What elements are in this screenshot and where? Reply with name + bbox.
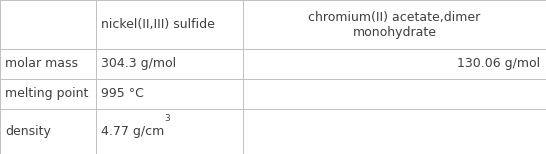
Text: 130.06 g/mol: 130.06 g/mol (458, 57, 541, 70)
Text: 3: 3 (164, 114, 170, 123)
Text: nickel(II,III) sulfide: nickel(II,III) sulfide (101, 18, 215, 31)
Text: melting point: melting point (5, 87, 89, 100)
Text: molar mass: molar mass (5, 57, 79, 70)
Text: density: density (5, 125, 51, 138)
Text: chromium(II) acetate,dimer
monohydrate: chromium(II) acetate,dimer monohydrate (308, 11, 480, 39)
Text: 304.3 g/mol: 304.3 g/mol (101, 57, 176, 70)
Text: 995 °C: 995 °C (101, 87, 144, 100)
Text: 4.77 g/cm: 4.77 g/cm (101, 125, 164, 138)
